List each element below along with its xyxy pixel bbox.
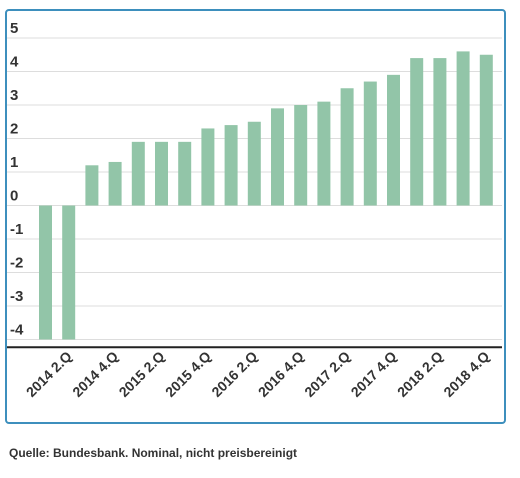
y-tick-label: 3 bbox=[10, 87, 18, 104]
bar bbox=[456, 51, 470, 206]
x-tick-label: 2014 4.Q bbox=[69, 348, 121, 400]
bar bbox=[178, 141, 192, 206]
y-tick-label: 0 bbox=[10, 188, 18, 205]
bar bbox=[294, 105, 308, 206]
bar bbox=[201, 128, 215, 206]
y-tick-label: -4 bbox=[10, 322, 24, 339]
bar bbox=[433, 58, 447, 206]
bar bbox=[62, 205, 76, 340]
x-tick-label: 2016 4.Q bbox=[255, 348, 307, 400]
x-tick-label: 2018 2.Q bbox=[394, 348, 446, 400]
bar bbox=[271, 108, 284, 206]
x-tick-label: 2016 2.Q bbox=[208, 348, 260, 400]
x-tick-label: 2014 2.Q bbox=[23, 348, 75, 400]
bar bbox=[247, 121, 261, 206]
bar bbox=[108, 161, 122, 206]
bar bbox=[85, 165, 99, 206]
y-tick-label: -1 bbox=[10, 221, 23, 238]
x-tick-label: 2018 4.Q bbox=[440, 348, 492, 400]
y-tick-label: 2 bbox=[10, 121, 18, 138]
bars bbox=[39, 51, 493, 340]
source-note: Quelle: Bundesbank. Nominal, nicht preis… bbox=[9, 446, 298, 460]
bar bbox=[410, 58, 424, 206]
y-tick-label: 4 bbox=[10, 54, 19, 71]
bar bbox=[479, 54, 493, 206]
bar bbox=[39, 205, 52, 340]
x-tick-label: 2017 2.Q bbox=[301, 348, 353, 400]
bar bbox=[363, 81, 377, 206]
y-tick-label: 5 bbox=[10, 20, 18, 37]
y-tick-label: 1 bbox=[10, 154, 18, 171]
y-tick-label: -3 bbox=[10, 288, 23, 305]
x-tick-label: 2015 2.Q bbox=[116, 348, 168, 400]
y-tick-labels: 5 4 3 2 1 0 -1 -2 -3 -4 bbox=[10, 20, 24, 339]
bar bbox=[224, 125, 238, 206]
bar bbox=[155, 141, 168, 206]
chart-frame: 5 4 3 2 1 0 -1 -2 -3 -4 2014 2.Q 2014 4.Q 2015 2.Q 2… bbox=[5, 9, 506, 424]
bar bbox=[387, 74, 400, 206]
bar bbox=[131, 141, 145, 206]
y-tick-label: -2 bbox=[10, 255, 23, 272]
x-tick-label: 2015 4.Q bbox=[162, 348, 214, 400]
x-tick-label: 2017 4.Q bbox=[348, 348, 400, 400]
bar bbox=[317, 101, 331, 206]
bar bbox=[340, 88, 354, 206]
